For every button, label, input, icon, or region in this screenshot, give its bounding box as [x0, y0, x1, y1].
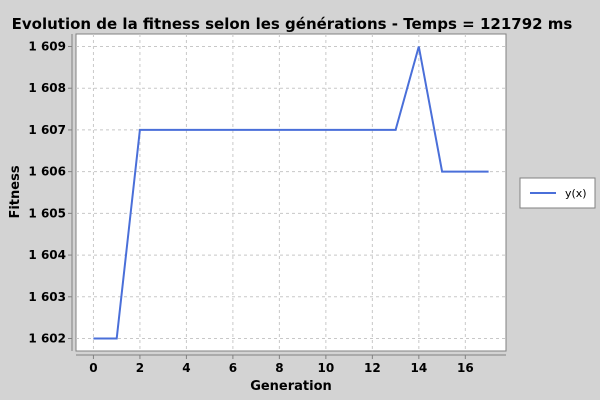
x-tick-label: 16 — [457, 361, 474, 375]
x-tick-label: 12 — [364, 361, 381, 375]
x-tick-label: 2 — [136, 361, 144, 375]
legend-label-y-x: y(x) — [565, 187, 587, 200]
series-layer — [93, 46, 489, 340]
series-line-y-x — [93, 46, 489, 340]
x-tick-label: 0 — [89, 361, 97, 375]
y-tick-label: 1 602 — [28, 331, 66, 345]
x-tick-label: 6 — [229, 361, 237, 375]
x-tick-label: 8 — [275, 361, 283, 375]
plot-area — [75, 33, 507, 352]
y-tick-label: 1 607 — [28, 123, 66, 137]
x-axis-label: Generation — [250, 379, 332, 394]
x-tick-label: 4 — [182, 361, 190, 375]
x-tick-label: 10 — [318, 361, 335, 375]
y-tick-label: 1 608 — [28, 81, 66, 95]
axes: 0 2 4 6 8 10 12 14 16 1 602 1 603 1 604 1 605 1 606 1 … — [28, 34, 506, 375]
y-tick-label: 1 604 — [28, 248, 66, 262]
legend: y(x) — [519, 177, 596, 209]
y-tick-label: 1 609 — [28, 40, 66, 54]
x-tick-label: 14 — [410, 361, 427, 375]
y-tick-label: 1 603 — [28, 290, 66, 304]
y-axis-label: Fitness — [8, 165, 23, 218]
y-tick-label: 1 605 — [28, 206, 66, 220]
grid — [76, 34, 506, 351]
chart-title: Evolution de la fitness selon les généra… — [12, 15, 573, 33]
y-tick-label: 1 606 — [28, 165, 66, 179]
